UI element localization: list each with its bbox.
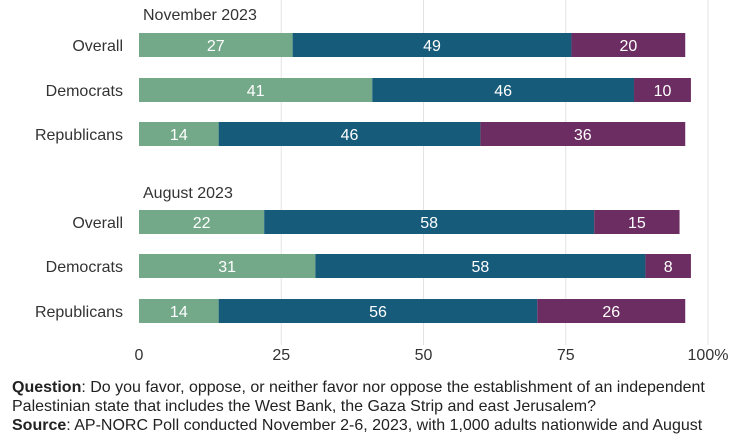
bar-segment [139, 299, 219, 323]
data-label: 15 [628, 215, 646, 232]
row-label: Democrats [46, 259, 123, 276]
row-label: Republicans [35, 304, 123, 321]
chart-footer: Question: Do you favor, oppose, or neith… [12, 378, 737, 435]
data-label: 58 [420, 215, 438, 232]
bar-segment [139, 78, 373, 102]
bar-segment [645, 254, 691, 278]
data-label: 58 [472, 259, 490, 276]
bar-segment [139, 210, 265, 234]
x-tick-label: 75 [557, 347, 575, 364]
group-title: November 2023 [143, 7, 257, 24]
data-label: 22 [193, 215, 211, 232]
group-title: August 2023 [143, 185, 233, 202]
data-label: 26 [602, 304, 620, 321]
bar-segment [372, 78, 635, 102]
data-label: 14 [170, 304, 188, 321]
question-text: : Do you favor, oppose, or neither favor… [12, 379, 705, 415]
row-label: Overall [72, 38, 123, 55]
data-label: 10 [654, 83, 672, 100]
x-tick-label: 50 [415, 347, 433, 364]
data-label: 27 [207, 38, 225, 55]
x-tick-label: 100% [688, 347, 729, 364]
row-label: Republicans [35, 127, 123, 144]
data-label: 41 [247, 83, 265, 100]
data-label: 31 [218, 259, 236, 276]
bar-segment [264, 210, 595, 234]
question-label: Question [12, 379, 82, 396]
x-tick-label: 25 [272, 347, 290, 364]
data-label: 36 [574, 127, 592, 144]
bar-segment [292, 33, 572, 57]
stacked-bar-chart: 0 25 50 75 100% November 2023 Overall 27 49 20 Dem… [35, 0, 729, 364]
bar-segment [594, 210, 680, 234]
data-label: 46 [341, 127, 359, 144]
bar-segment [218, 122, 481, 146]
bar-segment [315, 254, 646, 278]
bar-segment [139, 254, 316, 278]
data-label: 8 [664, 259, 673, 276]
bar-segment [139, 122, 219, 146]
bar-segment [537, 299, 686, 323]
row-label: Democrats [46, 83, 123, 100]
x-tick-label: 0 [135, 347, 144, 364]
data-label: 14 [170, 127, 188, 144]
data-label: 46 [494, 83, 512, 100]
data-label: 49 [423, 38, 441, 55]
bar-segment [634, 78, 691, 102]
data-label: 20 [619, 38, 637, 55]
question-note: Question: Do you favor, oppose, or neith… [12, 378, 737, 416]
data-label: 56 [369, 304, 387, 321]
bar-segment [139, 33, 293, 57]
row-label: Overall [72, 215, 123, 232]
bar-segment [218, 299, 538, 323]
bar-segment [480, 122, 686, 146]
bar-segment [571, 33, 686, 57]
